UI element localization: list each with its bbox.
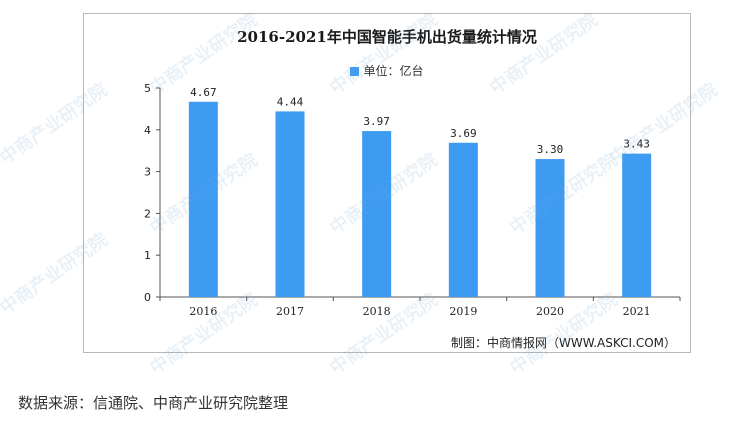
y-tick-label: 3 [144, 166, 151, 179]
data-label-2021: 3.43 [623, 138, 650, 151]
data-label-2016: 4.67 [190, 86, 217, 99]
data-label-2019: 3.69 [450, 127, 477, 140]
data-label-2020: 3.30 [537, 143, 564, 156]
chart-credit: 制图：中商情报网（WWW.ASKCI.COM） [451, 336, 676, 350]
data-source: 数据来源：信通院、中商产业研究院整理 [18, 394, 289, 412]
bar-2020 [535, 159, 565, 297]
x-tick-label-2020: 2020 [536, 305, 564, 318]
y-tick-label: 2 [144, 207, 151, 220]
bar-chart: 0 1 2 3 4 5 4.67 2016 4.44 2017 3.97 2018 3.69 2019 3.… [144, 82, 681, 318]
chart-panel: 2016-2021年中国智能手机出货量统计情况 单位：亿台 0 1 2 3 4 5 4.67… [83, 13, 691, 353]
x-tick-label-2017: 2017 [276, 305, 304, 318]
y-tick-label: 0 [144, 291, 151, 304]
data-label-2017: 4.44 [277, 95, 304, 108]
bar-2021 [622, 153, 652, 297]
x-tick-label-2021: 2021 [623, 305, 651, 318]
bar-2017 [275, 111, 305, 298]
bar-2019 [448, 142, 478, 297]
y-tick-label: 5 [144, 82, 151, 95]
y-tick-label: 4 [144, 124, 151, 137]
data-label-2018: 3.97 [363, 115, 390, 128]
legend-label: 单位：亿台 [363, 64, 424, 78]
y-tick-label: 1 [144, 249, 151, 262]
x-tick-label-2018: 2018 [363, 305, 391, 318]
x-tick-label-2016: 2016 [189, 305, 217, 318]
x-tick-label-2019: 2019 [449, 305, 477, 318]
bar-2016 [188, 101, 218, 297]
bar-2018 [362, 131, 392, 297]
legend-swatch [350, 67, 360, 76]
chart-legend: 单位：亿台 [84, 62, 690, 79]
chart-title: 2016-2021年中国智能手机出货量统计情况 [237, 28, 537, 46]
